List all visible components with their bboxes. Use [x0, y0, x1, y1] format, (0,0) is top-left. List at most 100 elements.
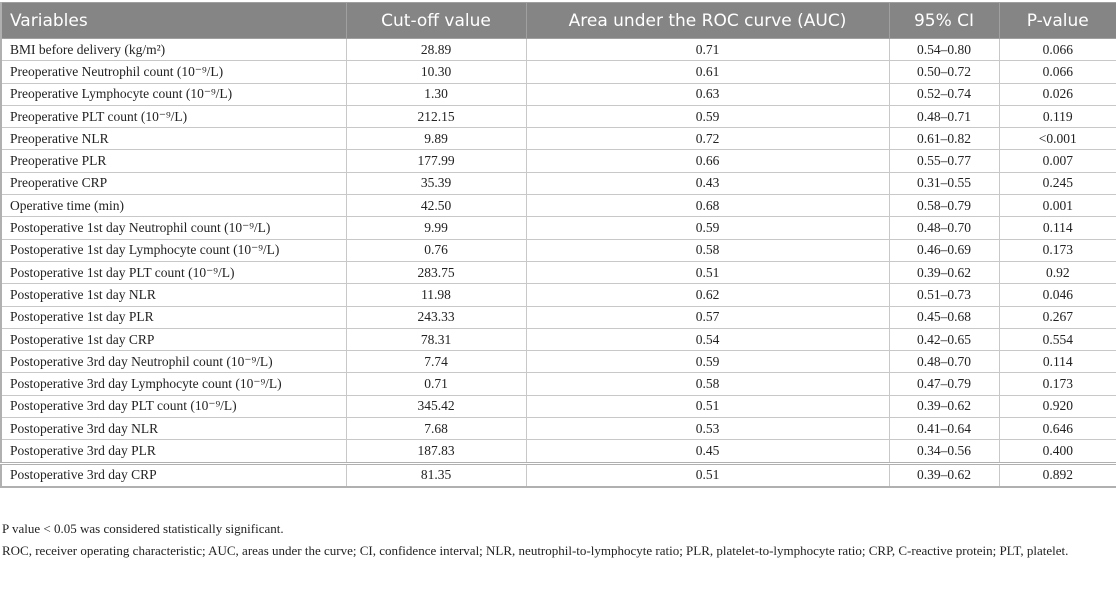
table-cell: 0.66	[525, 149, 890, 173]
table-cell: 212.15	[345, 104, 527, 129]
table-cell: Preoperative NLR	[0, 127, 347, 151]
table-cell: 0.51	[525, 260, 890, 285]
table-cell: 0.007	[998, 149, 1116, 173]
table-cell: 0.267	[998, 305, 1116, 329]
table-cell: Postoperative 1st day PLT count (10⁻⁹/L)	[0, 260, 347, 285]
table-cell: Postoperative 1st day CRP	[0, 327, 347, 352]
table-cell: 0.71	[525, 37, 890, 62]
table-cell: 0.245	[998, 171, 1116, 196]
table-cell: 0.58–0.79	[888, 194, 1000, 218]
table-cell: 0.46–0.69	[888, 238, 1000, 262]
table-cell: 0.51	[525, 461, 890, 488]
column-header: Variables	[0, 2, 347, 39]
table-cell: 0.026	[998, 82, 1116, 106]
table-cell: 0.554	[998, 327, 1116, 352]
footnotes: P value < 0.05 was considered statistica…	[2, 520, 1068, 564]
table-cell: Postoperative 1st day Neutrophil count (…	[0, 216, 347, 240]
table-cell: 187.83	[345, 439, 527, 464]
table-row: Postoperative 3rd day NLR 7.68 0.53 0.41–0.…	[0, 417, 1116, 441]
table-row: Operative time (min) 42.50 0.68 0.58–0.79 0.…	[0, 194, 1116, 218]
table-cell: 0.55–0.77	[888, 149, 1000, 173]
table-cell: 0.61–0.82	[888, 127, 1000, 151]
table-row: Preoperative NLR 9.89 0.72 0.61–0.82 <0.001	[0, 127, 1116, 151]
table-cell: 0.400	[998, 439, 1116, 464]
table-cell: Operative time (min)	[0, 194, 347, 218]
table-cell: 0.646	[998, 417, 1116, 441]
table-cell: 78.31	[345, 327, 527, 352]
table-cell: 0.39–0.62	[888, 461, 1000, 488]
table-cell: 28.89	[345, 37, 527, 62]
table-cell: Postoperative 3rd day Lymphocyte count (…	[0, 372, 347, 396]
table-cell: 0.58	[525, 238, 890, 262]
table-cell: 0.43	[525, 171, 890, 196]
table-cell: Postoperative 3rd day CRP	[0, 461, 347, 488]
column-header: P-value	[998, 2, 1116, 39]
table-cell: 0.41–0.64	[888, 417, 1000, 441]
table-cell: Postoperative 1st day PLR	[0, 305, 347, 329]
table-row: Postoperative 3rd day Neutrophil count (…	[0, 350, 1116, 374]
table-cell: 0.72	[525, 127, 890, 151]
table-cell: 0.53	[525, 417, 890, 441]
table-row: Preoperative Neutrophil count (10⁻⁹/L) 10…	[0, 60, 1116, 84]
table-cell: 0.45	[525, 439, 890, 464]
table-cell: 0.48–0.70	[888, 350, 1000, 374]
table-cell: 0.31–0.55	[888, 171, 1000, 196]
table-cell: Postoperative 3rd day PLT count (10⁻⁹/L)	[0, 394, 347, 419]
table-row: Postoperative 3rd day PLR 187.83 0.45 0.34–…	[0, 439, 1116, 464]
table-cell: <0.001	[998, 127, 1116, 151]
table-cell: 0.51	[525, 394, 890, 419]
table-cell: 10.30	[345, 60, 527, 84]
table-cell: 0.76	[345, 238, 527, 262]
table-cell: Preoperative PLT count (10⁻⁹/L)	[0, 104, 347, 129]
table-cell: 0.892	[998, 461, 1116, 488]
table-cell: 0.114	[998, 216, 1116, 240]
table-cell: Preoperative CRP	[0, 171, 347, 196]
table-cell: 9.89	[345, 127, 527, 151]
roc-table: Variables Cut-off value Area under the ROC…	[0, 2, 1116, 488]
header-row: Variables Cut-off value Area under the ROC…	[0, 2, 1116, 39]
table-cell: Postoperative 3rd day PLR	[0, 439, 347, 464]
table-cell: 177.99	[345, 149, 527, 173]
table-cell: 0.920	[998, 394, 1116, 419]
table-cell: 0.59	[525, 216, 890, 240]
table-cell: 0.119	[998, 104, 1116, 129]
table-cell: 243.33	[345, 305, 527, 329]
table-cell: 11.98	[345, 283, 527, 307]
table-row: Postoperative 1st day Lymphocyte count (…	[0, 238, 1116, 262]
table-row: Postoperative 1st day PLR 243.33 0.57 0.45–…	[0, 305, 1116, 329]
table-row: Preoperative PLR 177.99 0.66 0.55–0.77 0.007	[0, 149, 1116, 173]
table-cell: 0.48–0.70	[888, 216, 1000, 240]
table-row: Postoperative 1st day Neutrophil count (…	[0, 216, 1116, 240]
column-header: Area under the ROC curve (AUC)	[525, 2, 890, 39]
table-cell: 0.066	[998, 37, 1116, 62]
table-cell: 35.39	[345, 171, 527, 196]
table-cell: 0.114	[998, 350, 1116, 374]
table-cell: 0.066	[998, 60, 1116, 84]
table-cell: 0.39–0.62	[888, 394, 1000, 419]
table-cell: 0.173	[998, 372, 1116, 396]
table-cell: Postoperative 1st day NLR	[0, 283, 347, 307]
table-cell: 0.48–0.71	[888, 104, 1000, 129]
table-cell: 0.001	[998, 194, 1116, 218]
table-cell: 0.42–0.65	[888, 327, 1000, 352]
table-row: BMI before delivery (kg/m²) 28.89 0.71 0.54…	[0, 37, 1116, 62]
column-header: 95% CI	[888, 2, 1000, 39]
table-cell: 0.47–0.79	[888, 372, 1000, 396]
table-cell: 7.74	[345, 350, 527, 374]
table-cell: 0.57	[525, 305, 890, 329]
table-cell: Preoperative Lymphocyte count (10⁻⁹/L)	[0, 82, 347, 106]
table-cell: 0.58	[525, 372, 890, 396]
footnote-significance: P value < 0.05 was considered statistica…	[2, 521, 284, 536]
table-cell: Postoperative 3rd day NLR	[0, 417, 347, 441]
table-cell: 0.92	[998, 260, 1116, 285]
table-cell: 0.51–0.73	[888, 283, 1000, 307]
table-cell: 9.99	[345, 216, 527, 240]
table-cell: 0.54	[525, 327, 890, 352]
table-cell: 0.61	[525, 60, 890, 84]
table-cell: BMI before delivery (kg/m²)	[0, 37, 347, 62]
table-cell: Postoperative 3rd day Neutrophil count (…	[0, 350, 347, 374]
table-cell: Postoperative 1st day Lymphocyte count (…	[0, 238, 347, 262]
footnote-abbreviations: ROC, receiver operating characteristic; …	[2, 543, 1069, 558]
table-cell: 0.59	[525, 350, 890, 374]
table-row: Postoperative 3rd day PLT count (10⁻⁹/L)…	[0, 394, 1116, 419]
